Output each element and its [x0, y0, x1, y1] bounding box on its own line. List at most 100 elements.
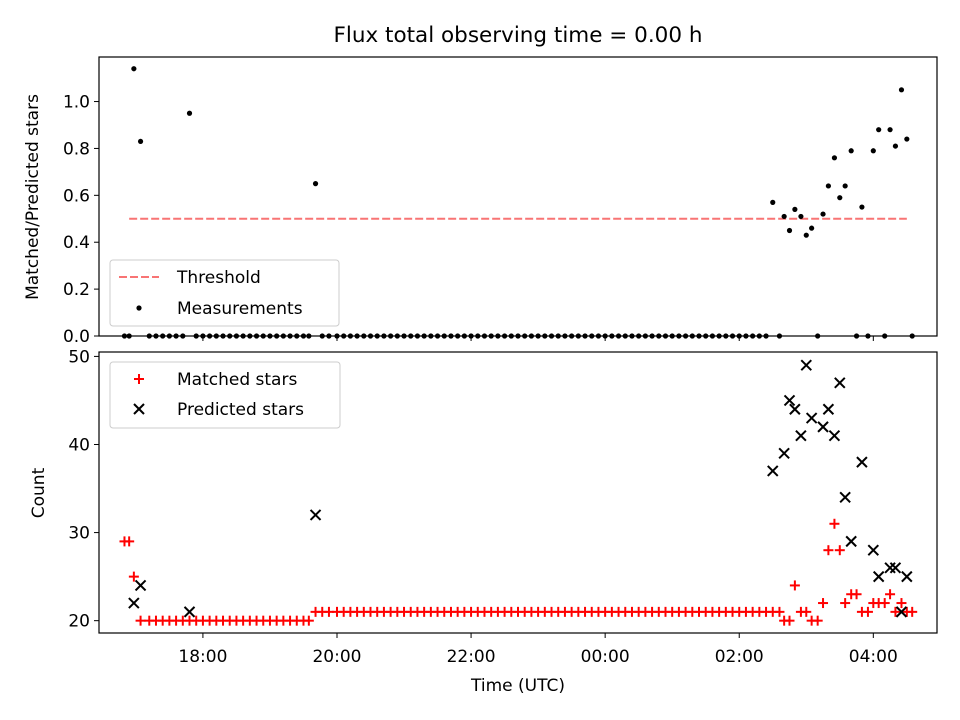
chart-title: Flux total observing time = 0.00 h	[334, 23, 703, 48]
measurement-point	[781, 213, 787, 220]
predicted-star-marker	[817, 421, 829, 433]
measurement-point	[898, 87, 905, 93]
matched-star-marker	[834, 545, 845, 556]
predicted-star-marker	[895, 606, 908, 618]
measurement-point	[803, 232, 809, 238]
matched-star-marker	[851, 589, 862, 600]
measurement-point	[131, 66, 137, 72]
bottom-x-tick-label: 04:00	[849, 647, 898, 667]
bottom-plot-marks	[119, 359, 918, 626]
top-y-tick-label: 0.0	[63, 327, 90, 347]
matched-star-marker	[784, 615, 795, 626]
predicted-star-marker	[783, 394, 796, 407]
measurement-point	[904, 136, 910, 142]
measurement-point	[825, 183, 831, 189]
bottom-x-tick-label: 18:00	[178, 647, 227, 667]
predicted-star-marker	[800, 359, 812, 371]
predicted-star-marker	[834, 377, 846, 389]
measurement-point	[820, 211, 826, 217]
predicted-star-marker	[789, 403, 801, 415]
predicted-star-marker	[867, 544, 880, 556]
bottom-y-axis-label: Count	[29, 467, 49, 518]
legend-measurements-label: Measurements	[177, 299, 303, 319]
predicted-star-marker	[901, 570, 913, 583]
bottom-y-ticks: 20 30 40 50	[68, 347, 99, 632]
measurement-point	[798, 213, 804, 220]
measurement-point	[887, 127, 893, 133]
measurement-point	[809, 225, 815, 231]
predicted-star-marker	[839, 491, 851, 504]
measurement-point	[786, 227, 793, 234]
measurement-point	[837, 195, 843, 201]
matched-star-marker	[907, 606, 918, 617]
measurement-point	[859, 204, 865, 210]
bottom-legend-box	[109, 361, 341, 429]
bottom-y-tick-label: 50	[68, 347, 90, 367]
predicted-star-marker	[183, 606, 196, 618]
bottom-y-tick-label: 40	[68, 435, 90, 455]
matched-star-marker	[812, 615, 823, 626]
legend-measurements-swatch	[136, 305, 142, 311]
predicted-star-marker	[134, 579, 147, 592]
top-x-ticks	[202, 336, 874, 341]
matched-star-marker	[128, 571, 139, 582]
predicted-star-marker	[872, 570, 885, 583]
measurement-point	[870, 148, 876, 154]
matched-star-marker	[789, 580, 800, 591]
matched-star-marker	[879, 598, 890, 609]
top-y-tick-label: 0.2	[63, 280, 90, 300]
measurement-point	[842, 183, 848, 189]
predicted-star-marker	[828, 429, 841, 442]
measurement-point	[848, 148, 854, 154]
predicted-star-marker	[856, 456, 868, 468]
top-y-tick-label: 1.0	[63, 93, 90, 113]
matched-star-marker	[890, 606, 901, 617]
matched-star-marker	[818, 598, 829, 609]
bottom-x-tick-label: 22:00	[447, 647, 496, 667]
legend-matched-label: Matched stars	[177, 370, 297, 390]
top-y-tick-label: 0.6	[63, 186, 90, 206]
x-axis-label: Time (UTC)	[470, 676, 565, 696]
bottom-y-tick-label: 20	[68, 612, 90, 632]
predicted-star-marker	[845, 535, 857, 548]
matched-star-marker	[862, 606, 873, 617]
bottom-legend: Matched stars Predicted stars	[109, 361, 341, 429]
legend-predicted-label: Predicted stars	[177, 400, 304, 420]
top-y-axis-label: Matched/Predicted stars	[23, 94, 43, 300]
predicted-star-marker	[309, 509, 322, 521]
predicted-star-marker	[805, 412, 818, 424]
measurement-point	[831, 155, 838, 161]
top-legend: Threshold Measurements	[109, 259, 340, 327]
top-y-tick-label: 0.4	[63, 233, 90, 253]
bottom-axes-frame	[98, 351, 938, 634]
measurement-point	[186, 110, 193, 116]
bottom-x-ticks: 18:00 20:00 22:00 00:00 02:00 04:00	[178, 633, 898, 667]
measurement-point	[792, 206, 798, 212]
predicted-star-marker	[795, 429, 807, 442]
matched-star-marker	[896, 598, 907, 609]
bottom-y-tick-label: 30	[68, 524, 90, 544]
measurement-point	[770, 199, 776, 205]
top-legend-box	[109, 259, 340, 327]
matched-star-marker	[829, 518, 840, 529]
top-y-tick-label: 0.8	[63, 139, 90, 159]
matched-star-marker	[840, 598, 851, 609]
predicted-star-marker	[128, 597, 140, 609]
predicted-star-marker	[778, 447, 790, 460]
top-panel: 0.0 0.2 0.4 0.6 0.8 1.0 Matched/Predicted sta…	[23, 56, 938, 347]
bottom-x-tick-label: 02:00	[715, 647, 764, 667]
predicted-star-marker	[767, 465, 779, 477]
bottom-x-tick-label: 00:00	[581, 647, 630, 667]
predicted-star-marker	[822, 403, 835, 415]
matched-star-marker	[303, 615, 314, 626]
matched-star-marker	[124, 536, 135, 547]
measurement-point	[876, 127, 882, 133]
matched-star-marker	[885, 589, 896, 600]
matched-star-marker	[135, 615, 146, 626]
legend-matched-swatch	[134, 374, 144, 384]
legend-predicted-swatch	[133, 403, 145, 415]
predicted-star-marker	[889, 562, 902, 574]
measurement-point	[312, 181, 319, 187]
